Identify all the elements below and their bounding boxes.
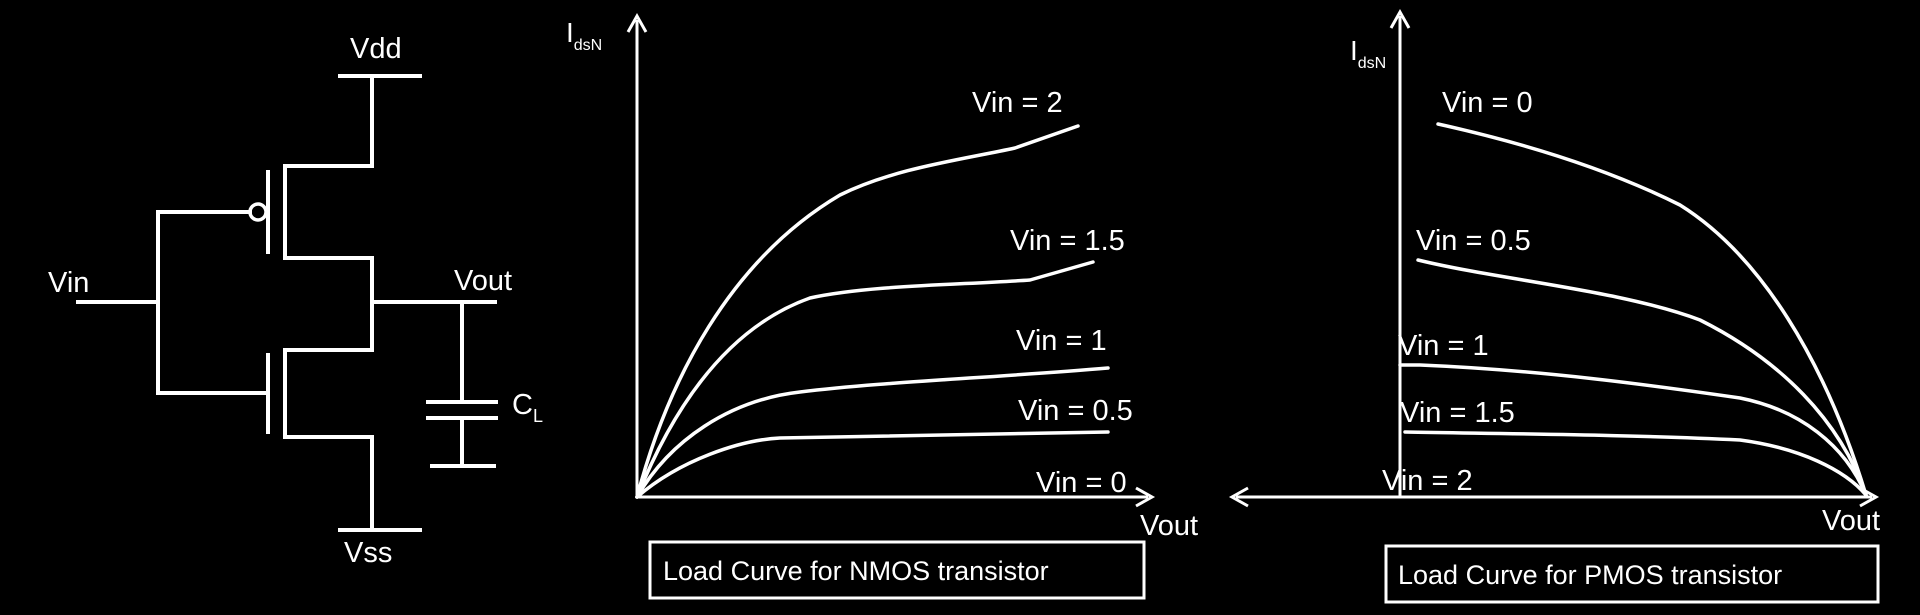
nmos-caption: Load Curve for NMOS transistor [663, 556, 1049, 586]
pmos-curve-label-vin-1: Vin = 1 [1398, 330, 1489, 362]
nmos-y-label: IdsN [566, 17, 602, 54]
pmos-curve-label-vin-2: Vin = 2 [1382, 465, 1473, 497]
nmos-curve-vin-0-5 [635, 430, 1110, 499]
nmos-curve-label-vin-0-5: Vin = 0.5 [1018, 395, 1133, 427]
pmos-y-arrow [1389, 8, 1411, 29]
nmos-x-arrow [1135, 486, 1156, 508]
nmos-curve-vin-1 [635, 366, 1110, 499]
nmos-curve-label-vin-0: Vin = 0 [1036, 467, 1127, 499]
pmos-y-label: IdsN [1350, 35, 1386, 72]
pmos-curve-vin-1 [1398, 363, 1868, 497]
inverter-schematic: Vdd Vss Vin Vout CL [48, 33, 543, 569]
pmos-plot: Vin = 0 Vin = 0.5 Vin = 1 Vin = 1.5 Vin … [1228, 8, 1880, 604]
pmos-caption: Load Curve for PMOS transistor [1398, 560, 1782, 590]
nmos-caption-box [648, 540, 1146, 600]
nmos-curve-label-vin-1-5: Vin = 1.5 [1010, 225, 1125, 257]
pmos-caption-box [1384, 544, 1880, 604]
pmos-x-label: Vout [1822, 505, 1880, 537]
pmos-curve-label-vin-0-5: Vin = 0.5 [1416, 225, 1531, 257]
vout-label: Vout [454, 265, 512, 297]
pmos-gate-bubble [248, 202, 268, 222]
nmos-x-label: Vout [1140, 510, 1198, 542]
pmos-curve-vin-1-5 [1403, 430, 1868, 497]
pmos-curve-vin-0-5 [1416, 258, 1868, 497]
vss-label: Vss [344, 537, 392, 569]
nmos-curve-vin-1-5 [635, 260, 1095, 499]
nmos-curve-label-vin-1: Vin = 1 [1016, 325, 1107, 357]
nmos-plot: Vin = 2 Vin = 1.5 Vin = 1 Vin = 0.5 Vin … [566, 12, 1198, 600]
nmos-curve-vin-2 [635, 124, 1080, 499]
cap-label: CL [512, 389, 543, 426]
pmos-curve-label-vin-1-5: Vin = 1.5 [1400, 397, 1515, 429]
nmos-curve-label-vin-2: Vin = 2 [972, 87, 1063, 119]
vdd-label: Vdd [350, 33, 402, 65]
pmos-x-left-arrow [1228, 486, 1249, 508]
vin-label: Vin [48, 267, 89, 299]
pmos-curve-vin-0 [1436, 122, 1868, 497]
nmos-y-arrow [626, 12, 648, 33]
pmos-curve-label-vin-0: Vin = 0 [1442, 87, 1533, 119]
